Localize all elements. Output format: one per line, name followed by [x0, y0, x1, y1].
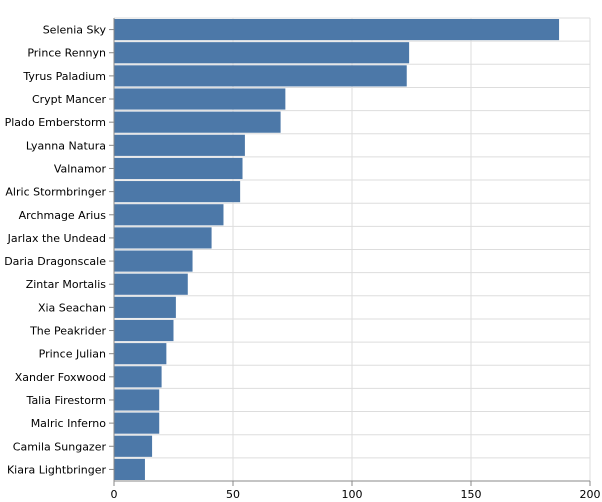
category-label: Crypt Mancer	[32, 93, 107, 106]
bars	[114, 19, 560, 480]
category-label: Malric Inferno	[31, 417, 107, 430]
bar	[114, 227, 212, 249]
bar	[114, 157, 243, 180]
bar	[114, 366, 162, 388]
category-labels: Selenia Sky Prince Rennyn Tyrus Paladium Cr…	[4, 24, 106, 477]
bar	[114, 319, 174, 342]
grid-lines	[113, 17, 591, 482]
category-label: Prince Julian	[39, 348, 106, 361]
bar	[114, 412, 160, 434]
x-tick-label: 200	[580, 488, 601, 501]
bar	[114, 42, 410, 64]
bar	[114, 19, 560, 41]
category-label: The Peakrider	[29, 325, 106, 338]
category-label: Camila Sungazer	[13, 440, 107, 453]
x-tick-label: 150	[461, 488, 482, 501]
category-label: Talia Firestorm	[26, 394, 106, 407]
category-label: Xia Seachan	[38, 301, 106, 314]
category-label: Xander Foxwood	[15, 371, 106, 384]
category-label: Valnamor	[54, 162, 107, 175]
x-tick-label: 0	[111, 488, 118, 501]
category-label: Jarlax the Undead	[7, 232, 106, 245]
bar	[114, 273, 188, 295]
axes: 0 50 100 150 200	[109, 18, 601, 501]
bar	[114, 343, 167, 365]
bar	[114, 458, 145, 480]
category-label: Daria Dragonscale	[4, 255, 106, 268]
category-label: Alric Stormbringer	[5, 186, 106, 199]
bar	[114, 250, 193, 272]
x-tick-label: 100	[342, 488, 363, 501]
bar	[114, 88, 286, 110]
category-label: Prince Rennyn	[27, 47, 106, 60]
bar	[114, 134, 245, 156]
category-label: Archmage Arius	[19, 209, 107, 222]
x-tick-label: 50	[226, 488, 240, 501]
bar	[114, 181, 241, 203]
bar	[114, 111, 281, 133]
bar	[114, 296, 176, 318]
bar	[114, 435, 153, 457]
category-label: Selenia Sky	[43, 24, 107, 37]
category-label: Zintar Mortalis	[26, 278, 107, 291]
bar	[114, 389, 160, 411]
category-label: Kiara Lightbringer	[7, 463, 107, 476]
category-label: Tyrus Paladium	[22, 70, 106, 83]
category-label: Lyanna Natura	[26, 139, 106, 152]
bar	[114, 204, 224, 226]
bar	[114, 65, 407, 87]
category-label: Plado Emberstorm	[5, 116, 106, 129]
